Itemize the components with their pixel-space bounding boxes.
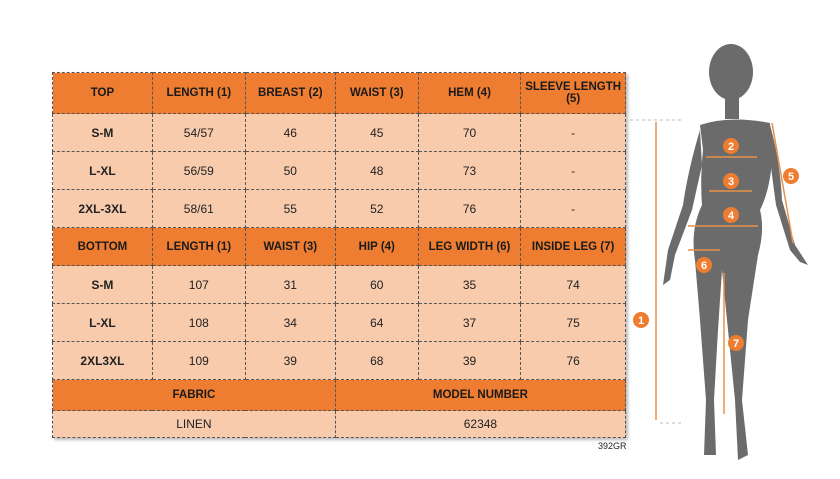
fabric-value: LINEN [52, 410, 336, 438]
size-cell: S-M [52, 113, 153, 152]
product-code: 392GR [598, 441, 627, 451]
cell: 58/61 [151, 189, 246, 228]
cell: 56/59 [151, 151, 246, 190]
table-row: 2XL3XL 109 39 68 39 76 [52, 341, 626, 380]
header-cell: INSIDE LEG (7) [520, 227, 626, 266]
cell: 108 [151, 303, 246, 342]
cell: 50 [244, 151, 336, 190]
size-cell: S-M [52, 265, 153, 304]
cell: 39 [417, 341, 522, 380]
cell: 48 [334, 151, 419, 190]
marker-2 [723, 138, 739, 154]
header-cell: TOP [52, 72, 153, 114]
marker-label: 3 [728, 176, 734, 188]
marker-7 [728, 335, 744, 351]
cell: 109 [151, 341, 246, 380]
cell: 37 [417, 303, 522, 342]
table-row: 2XL-3XL 58/61 55 52 76- [52, 189, 626, 228]
marker-badges [633, 138, 799, 351]
cell: 35 [417, 265, 522, 304]
cell: - [520, 189, 626, 228]
model-label: MODEL NUMBER [334, 379, 627, 411]
info-row: LINEN 62348 [52, 410, 627, 438]
size-cell: 2XL-3XL [52, 189, 153, 228]
cell: 60 [334, 265, 419, 304]
marker-5 [783, 168, 799, 184]
header-cell: WAIST (3) [244, 227, 336, 266]
cell: 76 [520, 341, 626, 380]
header-cell: HEM (4) [417, 72, 522, 114]
top-header-row: TOP LENGTH (1) BREAST (2) WAIST (3) HEM … [52, 72, 626, 114]
cell: - [520, 151, 626, 190]
bottom-header-row: BOTTOM LENGTH (1) WAIST (3) HIP (4) LEG WIDT… [52, 227, 626, 266]
table-row: S-M 107 31 60 35 74 [52, 265, 626, 304]
header-cell: BOTTOM [52, 227, 153, 266]
cell: 70 [417, 113, 522, 152]
header-cell: WAIST (3) [334, 72, 419, 114]
marker-label: 2 [728, 141, 734, 153]
marker-label: 7 [733, 338, 739, 350]
cell: 46 [244, 113, 336, 152]
marker-label: 1 [638, 315, 644, 327]
marker-label: 5 [788, 171, 794, 183]
model-value: 62348 [334, 410, 627, 438]
cell: 74 [520, 265, 626, 304]
cell: 75 [520, 303, 626, 342]
cell: 76 [417, 189, 522, 228]
info-header-row: FABRIC MODEL NUMBER [52, 379, 627, 411]
table-row: L-XL 56/59 50 48 73- [52, 151, 626, 190]
cell: 107 [151, 265, 246, 304]
measure-lines [655, 122, 794, 420]
marker-label: 6 [701, 260, 707, 272]
marker-6 [696, 257, 712, 273]
cell: 52 [334, 189, 419, 228]
marker-1 [633, 312, 649, 328]
cell: 45 [334, 113, 419, 152]
cell: 68 [334, 341, 419, 380]
header-cell: LENGTH (1) [151, 227, 246, 266]
header-cell: HIP (4) [334, 227, 419, 266]
marker-label: 4 [728, 210, 735, 222]
guide-lines [630, 119, 684, 424]
cell: 39 [244, 341, 336, 380]
marker-4 [723, 207, 739, 223]
size-cell: L-XL [52, 151, 153, 190]
silhouette [663, 44, 808, 460]
table-row: S-M 54/57 46 45 70- [52, 113, 626, 152]
size-chart-table: TOP LENGTH (1) BREAST (2) WAIST (3) HEM … [52, 72, 627, 438]
marker-3 [723, 173, 739, 189]
header-cell: SLEEVE LENGTH (5) [520, 72, 626, 114]
cell: 54/57 [151, 113, 246, 152]
cell: 34 [244, 303, 336, 342]
fabric-label: FABRIC [52, 379, 336, 411]
cell: 55 [244, 189, 336, 228]
cell: 31 [244, 265, 336, 304]
